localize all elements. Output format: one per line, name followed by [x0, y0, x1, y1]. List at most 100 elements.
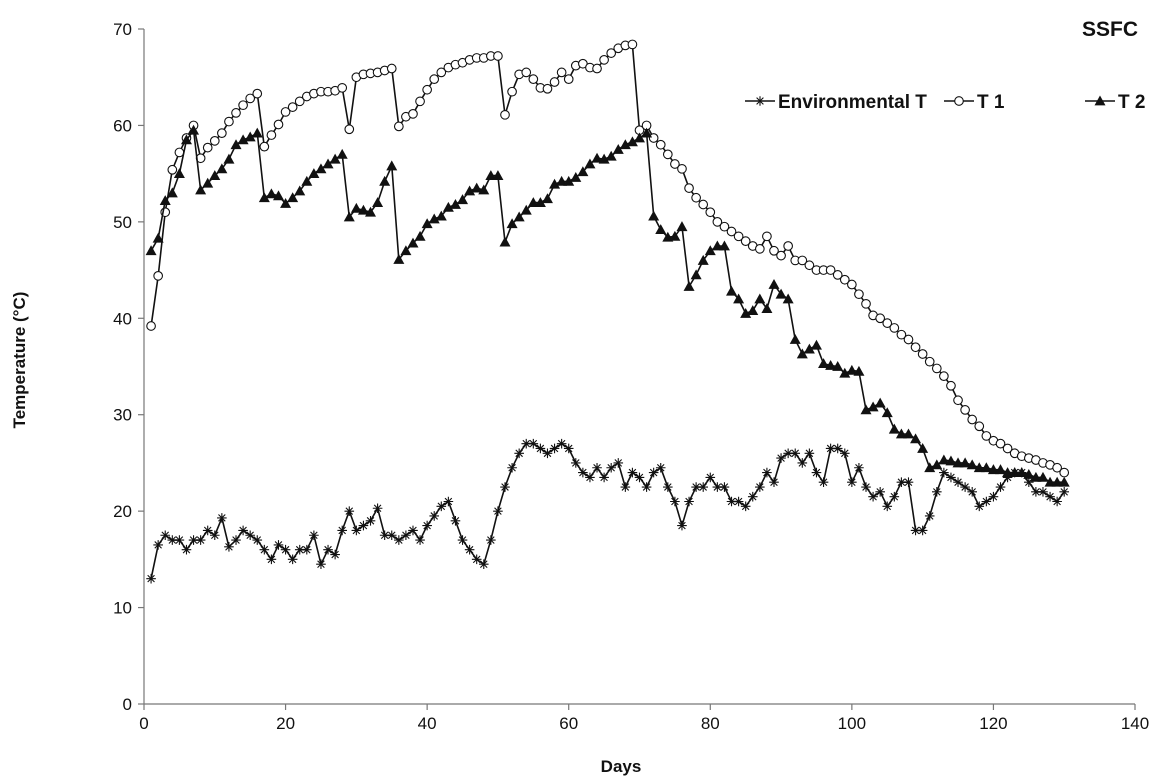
data-point-t-1	[712, 217, 723, 227]
data-point-environmental-t	[960, 482, 970, 492]
data-point-t-1	[719, 221, 730, 232]
data-point-t-2	[874, 397, 886, 408]
data-point-environmental-t	[528, 438, 539, 449]
data-point-environmental-t	[238, 525, 248, 536]
legend-item-t-2: T 2	[1085, 92, 1145, 113]
data-point-environmental-t	[507, 462, 517, 473]
data-point-t-1	[677, 163, 687, 174]
data-point-t-1	[875, 313, 886, 324]
data-point-environmental-t	[231, 535, 241, 545]
data-point-environmental-t	[875, 487, 885, 497]
data-point-environmental-t	[847, 477, 857, 488]
data-point-environmental-t	[549, 443, 560, 454]
data-point-t-2	[697, 254, 709, 265]
data-point-environmental-t	[755, 482, 765, 492]
data-point-t-2	[655, 224, 667, 234]
data-point-t-1	[733, 231, 744, 242]
chart-series-layer	[145, 39, 1070, 584]
data-point-t-1	[896, 329, 907, 340]
data-point-t-2	[549, 178, 561, 189]
data-point-environmental-t	[627, 467, 638, 478]
data-point-t-2	[591, 152, 603, 163]
data-point-t-2	[718, 240, 730, 251]
series-line-environmental-t	[150, 442, 1065, 579]
data-point-environmental-t	[500, 482, 510, 492]
data-point-environmental-t	[578, 467, 588, 478]
data-point-environmental-t	[967, 487, 977, 497]
data-point-environmental-t	[450, 515, 461, 526]
data-point-environmental-t	[408, 525, 418, 536]
data-point-environmental-t	[903, 477, 914, 488]
data-point-environmental-t	[762, 467, 772, 478]
x-tick-label: 80	[701, 714, 720, 733]
data-point-t-2	[1058, 476, 1070, 487]
data-point-t-1	[563, 74, 574, 84]
data-point-environmental-t	[783, 448, 793, 459]
data-point-t-2	[775, 288, 787, 299]
data-point-t-2	[357, 204, 369, 215]
data-point-environmental-t	[974, 501, 985, 512]
data-point-t-2	[541, 193, 553, 204]
data-point-environmental-t	[394, 535, 404, 545]
data-point-t-1	[825, 265, 836, 275]
data-point-environmental-t	[988, 491, 999, 502]
data-point-environmental-t	[910, 525, 921, 536]
data-point-t-1	[967, 414, 978, 425]
data-point-t-1	[783, 241, 794, 251]
data-point-t-2	[1051, 476, 1063, 487]
data-point-t-1	[507, 86, 517, 97]
data-point-environmental-t	[202, 525, 213, 536]
data-point-environmental-t	[818, 477, 829, 488]
data-point-environmental-t	[769, 477, 779, 488]
data-point-t-2	[280, 198, 292, 208]
data-point-t-1	[393, 121, 404, 132]
data-point-t-2	[832, 361, 844, 371]
data-point-t-2	[237, 134, 249, 145]
data-point-environmental-t	[542, 448, 553, 459]
data-point-environmental-t	[946, 472, 956, 483]
data-point-environmental-t	[1024, 477, 1034, 488]
data-point-environmental-t	[153, 540, 163, 550]
data-point-t-2	[747, 305, 759, 315]
data-point-t-1	[662, 149, 673, 160]
data-point-environmental-t	[1045, 491, 1055, 502]
x-tick-label: 100	[838, 714, 866, 733]
data-point-environmental-t	[684, 496, 694, 507]
data-point-t-2	[973, 462, 985, 473]
data-point-environmental-t	[188, 535, 199, 545]
y-tick-label: 10	[113, 599, 132, 618]
data-point-t-2	[513, 211, 525, 222]
data-point-environmental-t	[570, 458, 581, 468]
data-point-t-2	[924, 462, 936, 473]
data-point-t-2	[733, 293, 745, 304]
data-point-environmental-t	[995, 482, 1006, 492]
data-point-t-2	[308, 168, 320, 179]
data-point-t-2	[414, 230, 426, 241]
data-point-t-1	[995, 438, 1006, 449]
data-point-environmental-t	[917, 525, 928, 536]
data-point-t-2	[959, 457, 971, 468]
data-point-t-1	[266, 130, 277, 140]
data-point-t-2	[400, 245, 412, 256]
data-point-environmental-t	[471, 554, 482, 565]
data-point-t-1	[974, 421, 985, 432]
data-point-environmental-t	[160, 530, 171, 541]
chart-title: SSFC	[1082, 18, 1138, 41]
data-point-t-2	[1016, 467, 1028, 477]
data-point-t-2	[435, 210, 447, 221]
data-point-t-1	[804, 260, 815, 271]
x-tick-label: 140	[1121, 714, 1149, 733]
data-point-t-2	[173, 168, 185, 179]
data-point-t-2	[577, 166, 589, 177]
data-point-environmental-t	[287, 554, 298, 565]
data-point-t-2	[379, 175, 391, 186]
data-point-environmental-t	[953, 477, 963, 488]
data-point-t-1	[245, 93, 256, 104]
data-point-t-2	[740, 307, 752, 318]
data-point-t-1	[910, 342, 921, 353]
data-point-t-2	[966, 459, 978, 470]
data-point-environmental-t	[478, 559, 489, 569]
data-point-environmental-t	[811, 467, 822, 478]
data-point-environmental-t	[882, 501, 893, 512]
data-point-t-1	[500, 109, 510, 120]
